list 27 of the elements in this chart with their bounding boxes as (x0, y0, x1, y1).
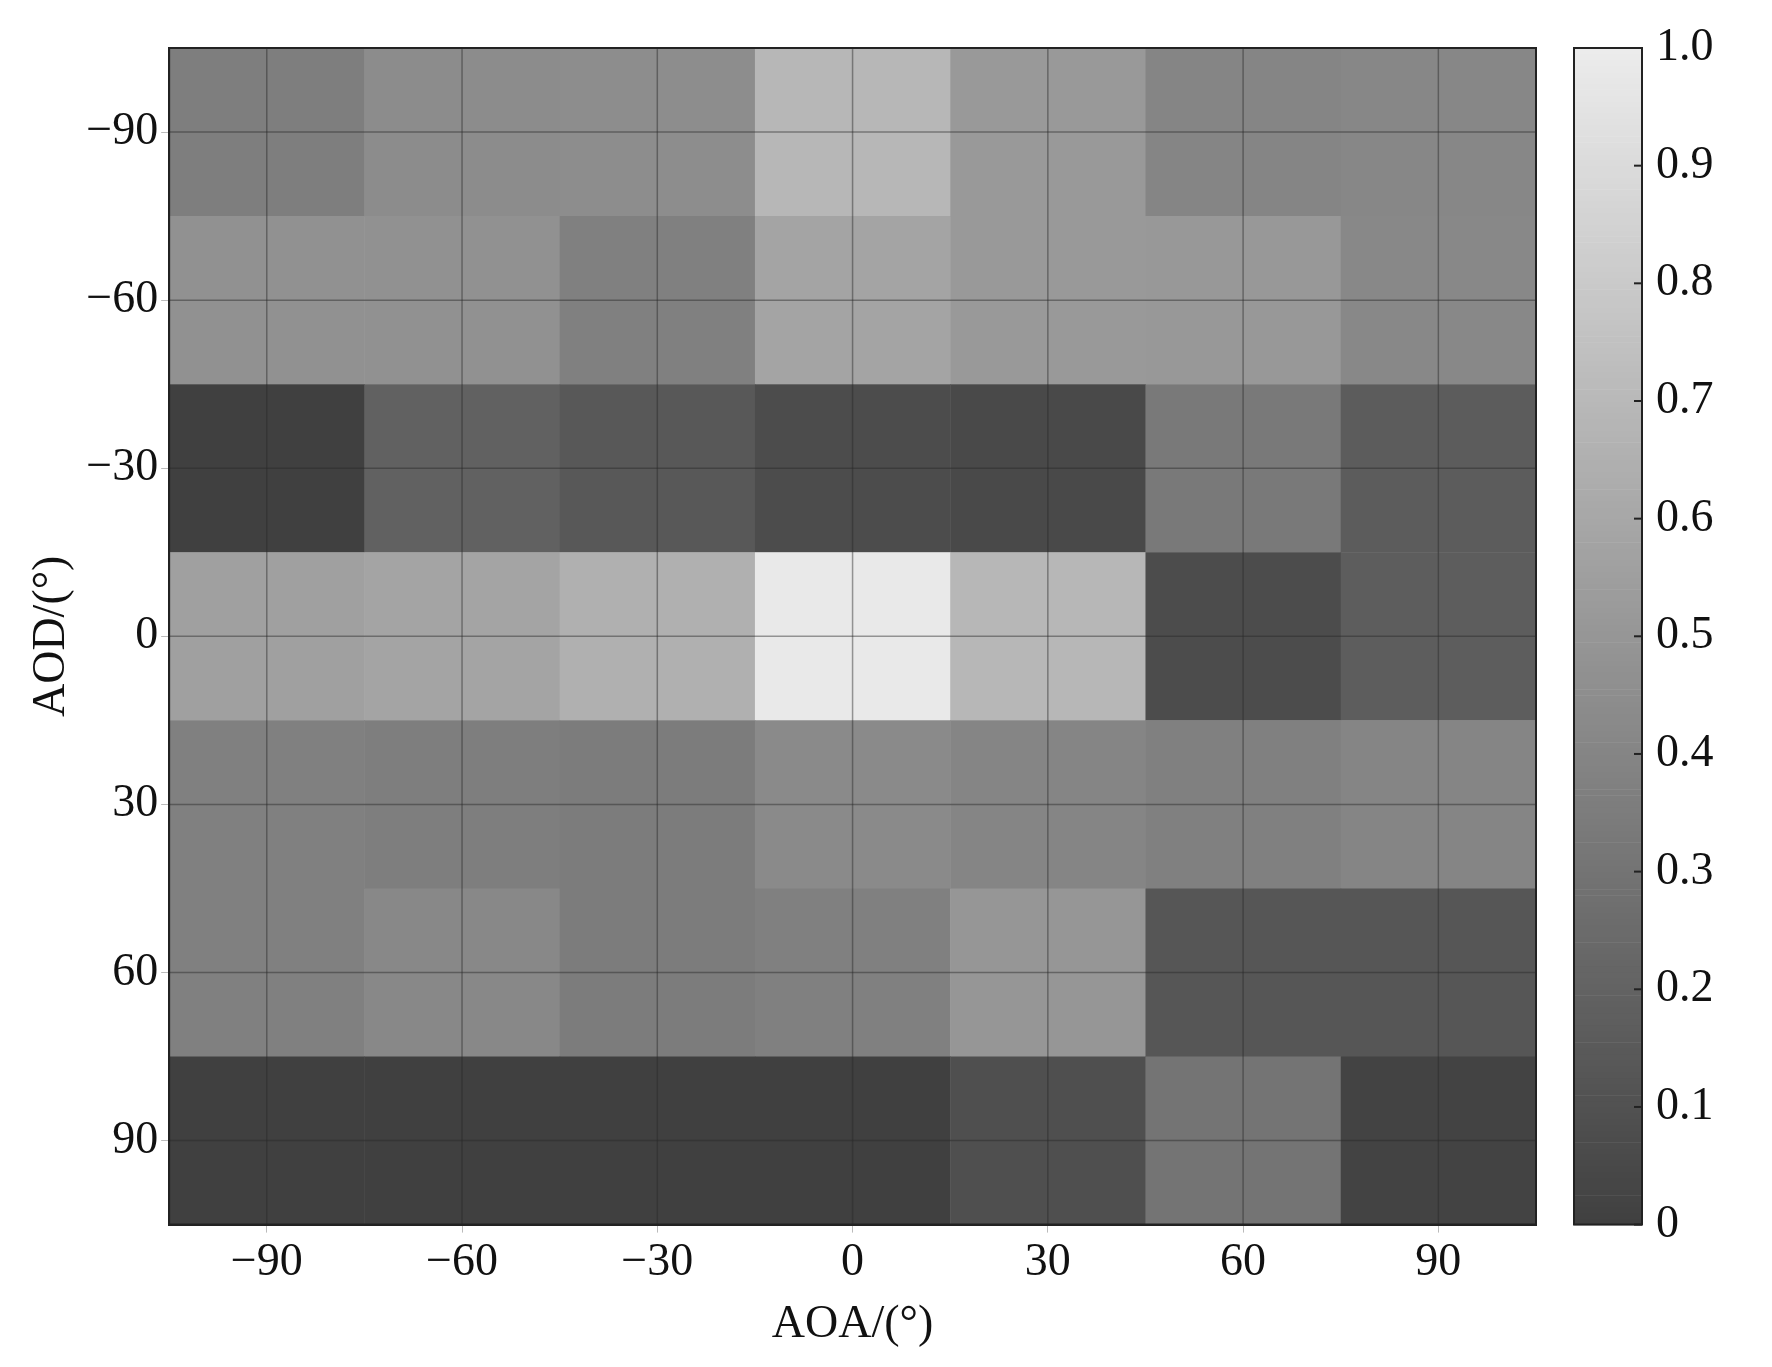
color-bar-label: 0.1 (1656, 1078, 1714, 1130)
color-bar-label: 0.5 (1656, 607, 1714, 659)
x-tick-label: −90 (230, 1234, 303, 1286)
y-tick-label: −60 (86, 271, 159, 323)
y-axis-title: AOD/(°) (22, 555, 74, 718)
y-tick-label: 60 (112, 943, 159, 995)
color-bar-label: 0.3 (1656, 842, 1714, 894)
color-bar-label: 0.2 (1656, 960, 1714, 1012)
color-bar-label: 0.4 (1656, 725, 1714, 777)
y-tick-label: 90 (112, 1111, 159, 1163)
x-axis-title: AOA/(°) (771, 1296, 934, 1348)
color-bar-label: 0.8 (1656, 254, 1714, 306)
x-tick-label: −60 (426, 1234, 499, 1286)
color-bar-label: 0.6 (1656, 489, 1714, 541)
y-tick-label: −90 (86, 103, 159, 155)
y-tick-label: 30 (112, 775, 159, 827)
y-tick-label: −30 (86, 439, 159, 491)
color-bar-label: 1.0 (1656, 19, 1714, 71)
color-bar-label: 0 (1656, 1195, 1679, 1247)
color-bar-label: 0.9 (1656, 136, 1714, 188)
x-tick-label: 90 (1415, 1234, 1462, 1286)
y-tick-label: 0 (135, 607, 159, 659)
x-tick-label: 30 (1024, 1234, 1071, 1286)
x-tick-label: 60 (1220, 1234, 1267, 1286)
color-bar-label: 0.7 (1656, 372, 1714, 424)
x-tick-label: 0 (841, 1234, 865, 1286)
x-tick-label: −30 (621, 1234, 694, 1286)
